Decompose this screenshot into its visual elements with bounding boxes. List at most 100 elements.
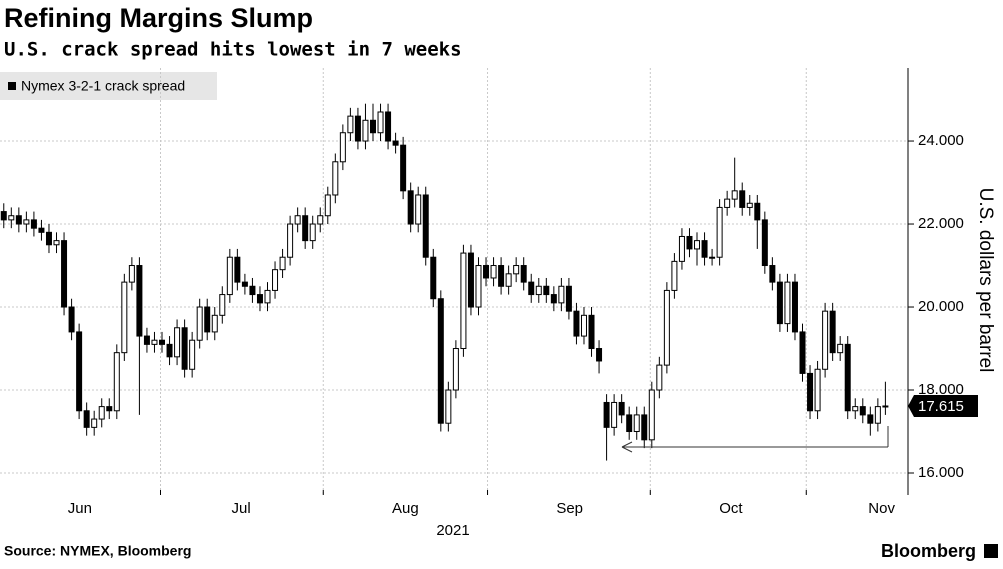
candle-body	[234, 256, 241, 283]
candle-body	[143, 335, 150, 345]
candle-body	[309, 223, 316, 242]
candle-body	[377, 111, 384, 134]
candle-body	[241, 281, 248, 287]
candle-body	[580, 314, 587, 337]
candle-body	[460, 252, 467, 350]
candle-body	[392, 140, 399, 146]
candle-body	[98, 406, 105, 420]
legend-swatch	[8, 82, 16, 90]
candle-body	[520, 265, 527, 283]
legend-box	[0, 72, 217, 100]
candle-body	[837, 343, 844, 354]
candle-body	[445, 389, 452, 424]
last-value-label: 17.615	[918, 398, 964, 415]
candle-body	[437, 298, 444, 424]
candle-body	[467, 252, 474, 308]
candle-body	[550, 294, 557, 304]
candle-body	[724, 198, 731, 208]
candle-body	[475, 265, 482, 308]
x-sublabel: 2021	[436, 522, 469, 539]
candle-body	[83, 410, 90, 428]
candle-body	[68, 306, 75, 333]
candle-body	[332, 161, 339, 196]
candle-body	[407, 190, 414, 225]
y-axis-label: U.S. dollars per barrel	[975, 188, 996, 373]
candle-body	[769, 265, 776, 283]
candle-body	[219, 294, 226, 316]
candle-body	[136, 265, 143, 337]
x-tick-label: Oct	[719, 500, 743, 517]
candle-body	[656, 364, 663, 391]
candle-body	[686, 235, 693, 250]
candle-body	[807, 372, 814, 412]
candle-body	[422, 194, 429, 258]
candle-body	[430, 256, 437, 300]
candle-body	[618, 401, 625, 416]
candle-body	[558, 285, 565, 304]
x-tick-label: Nov	[868, 500, 895, 517]
y-tick-label: 22.000	[918, 215, 964, 232]
candle-body	[362, 119, 369, 142]
brand: Bloomberg	[881, 541, 976, 561]
candle-body	[626, 414, 633, 433]
candle-body	[535, 285, 542, 296]
x-tick-label: Jun	[68, 500, 92, 517]
candle-body	[490, 265, 497, 279]
candle-body	[151, 339, 158, 345]
candle-body	[8, 215, 15, 221]
candle-body	[739, 190, 746, 208]
candle-body	[38, 227, 45, 233]
candle-body	[663, 289, 670, 366]
candle-body	[678, 235, 685, 262]
candle-body	[505, 273, 512, 287]
candle-body	[882, 405, 889, 408]
candle-body	[528, 281, 535, 296]
chart-subtitle: U.S. crack spread hits lowest in 7 weeks	[4, 39, 462, 61]
candle-body	[53, 240, 60, 246]
candle-body	[784, 281, 791, 325]
candle-body	[369, 119, 376, 134]
candle-body	[844, 343, 851, 412]
candle-body	[483, 265, 490, 279]
candle-body	[603, 401, 610, 428]
last-value-tag	[908, 394, 978, 417]
candle-body	[317, 215, 324, 225]
candle-body	[279, 256, 286, 271]
candle-body	[354, 115, 361, 142]
candle-body	[791, 281, 798, 333]
candle-body	[294, 215, 301, 225]
candle-body	[30, 219, 37, 229]
arrow-head	[621, 441, 633, 453]
candle-body	[113, 352, 120, 412]
candle-body	[415, 194, 422, 225]
candle-body	[400, 144, 407, 192]
x-tick-label: Aug	[392, 500, 419, 517]
candle-body	[166, 343, 173, 358]
candle-body	[596, 348, 603, 362]
candle-body	[746, 202, 753, 208]
candle-body	[701, 240, 708, 258]
candle-body	[452, 348, 459, 391]
candle-body	[189, 339, 196, 370]
candle-body	[174, 327, 181, 358]
candle-body	[829, 310, 836, 354]
candle-body	[23, 219, 30, 225]
candle-body	[776, 281, 783, 325]
candle-body	[211, 314, 218, 333]
annotation-arrow	[621, 426, 889, 453]
chart-title: Refining Margins Slump	[4, 3, 313, 33]
candle-body	[61, 240, 68, 308]
candle-body	[272, 269, 279, 291]
candle-body	[256, 294, 263, 304]
candle-body	[633, 414, 640, 433]
candle-body	[181, 327, 188, 370]
candle-body	[76, 331, 83, 412]
candle-body	[385, 111, 392, 142]
candle-body	[324, 194, 331, 217]
candle-body	[264, 289, 271, 304]
y-tick-label: 16.000	[918, 464, 964, 481]
candle-body	[641, 414, 648, 441]
candle-body	[859, 406, 866, 416]
candle-body	[45, 231, 52, 246]
candle-body	[588, 314, 595, 350]
